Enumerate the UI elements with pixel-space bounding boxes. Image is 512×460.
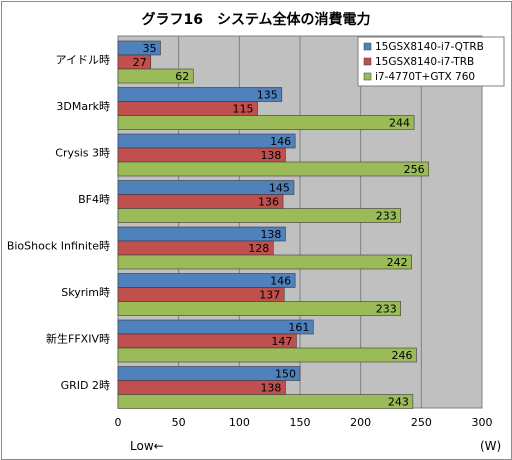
x-tick-label: 300 [472,416,493,429]
bars [117,40,429,409]
category-label: Skyrim時 [61,286,110,299]
data-label: 233 [376,210,397,223]
data-label: 256 [404,163,425,176]
data-label: 138 [260,382,281,395]
bar [117,115,415,130]
bar [117,254,412,270]
x-tick-label: 50 [172,416,186,429]
data-label: 35 [142,42,156,55]
chart-title: グラフ16 システム全体の消費電力 [141,11,370,28]
bar [117,273,296,288]
data-label: 161 [288,321,309,334]
data-label: 246 [391,349,412,362]
bar [117,208,402,223]
x-tick-label: 0 [115,416,122,429]
data-label: 233 [376,303,397,316]
legend-swatch [363,57,372,66]
data-label: 138 [260,149,281,162]
x-tick-label: 150 [290,416,311,429]
category-label: 新生FFXIV時 [46,331,110,345]
bar [117,133,296,149]
legend-swatch [363,42,372,51]
legend-label: i7-4770T+GTX 760 [375,71,475,83]
bar [117,347,417,363]
bar [117,180,295,195]
bar [117,366,301,381]
data-label: 146 [270,135,291,148]
category-labels: アイドル時 3DMark時 Crysis 3時 BF4時 BioShock Infini… [7,53,110,392]
category-label: アイドル時 [56,53,110,66]
category-label: 3DMark時 [56,100,110,113]
data-label: 244 [389,117,410,130]
legend-label: 15GSX8140-i7-TRB [375,56,474,68]
direction-label: Low← [130,439,164,453]
category-label: BF4時 [78,193,110,206]
legend-swatch [363,72,372,81]
bar [117,333,297,349]
category-label: Crysis 3時 [55,146,110,159]
data-label: 243 [388,396,409,409]
data-label: 146 [270,275,291,288]
bar [117,319,314,335]
x-tick-label: 100 [229,416,250,429]
data-label: 135 [257,89,278,102]
data-label: 137 [259,289,280,302]
data-label: 147 [271,335,292,348]
data-labels: 3527621351152441461382561451362331381282… [133,42,425,409]
category-label: BioShock Infinite時 [7,239,110,252]
bar [117,394,414,409]
x-tick-labels: 0 50 100 150 200 250 300 [115,416,493,429]
x-tick-label: 250 [411,416,432,429]
data-label: 242 [387,256,408,269]
data-label: 27 [133,56,147,69]
bar [117,161,429,177]
data-label: 62 [175,70,189,83]
data-label: 115 [233,103,254,116]
data-label: 145 [269,182,290,195]
legend-label: 15GSX8140-i7-QTRB [375,41,484,53]
category-label: GRID 2時 [61,379,110,392]
bar [117,68,194,84]
data-label: 138 [260,228,281,241]
unit-label: (W) [480,439,501,453]
legend: 15GSX8140-i7-QTRB 15GSX8140-i7-TRB i7-4770… [357,36,505,87]
data-label: 136 [258,196,279,209]
x-tick-label: 200 [350,416,371,429]
data-label: 128 [248,242,269,255]
bar [117,301,402,316]
data-label: 150 [275,368,296,381]
legend-box [357,36,505,87]
